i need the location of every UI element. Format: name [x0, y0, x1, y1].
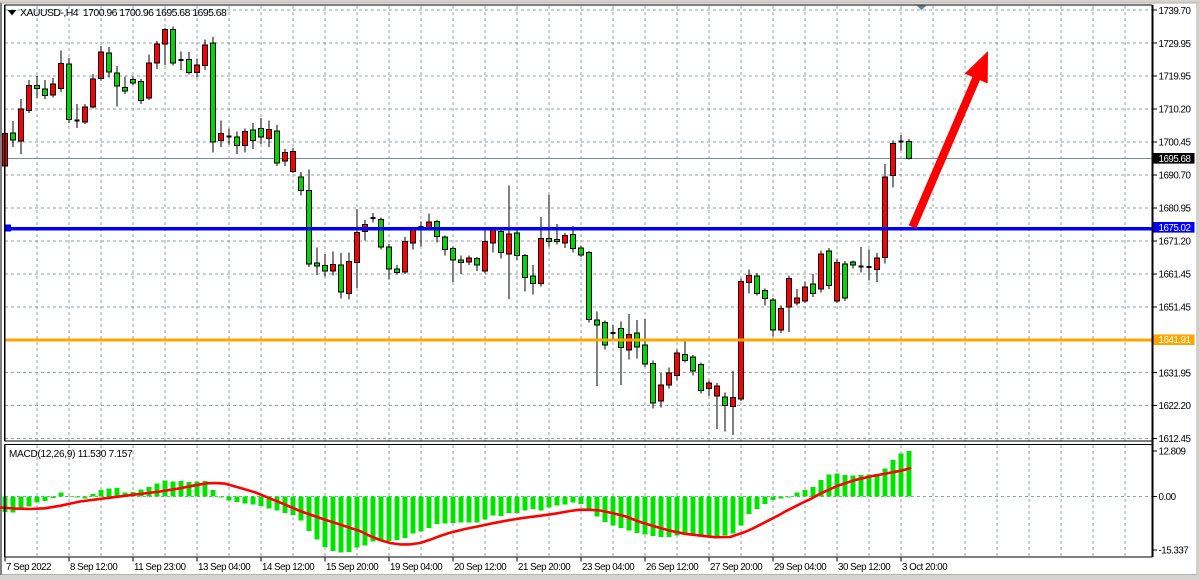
- svg-text:30 Sep 12:00: 30 Sep 12:00: [838, 562, 891, 573]
- svg-text:1622.20: 1622.20: [1159, 401, 1192, 412]
- svg-text:1710.20: 1710.20: [1159, 105, 1192, 116]
- svg-text:XAUUSD-,H4 1700.96 1700.96 16: XAUUSD-,H4 1700.96 1700.96 1695.68 1695.…: [20, 7, 227, 19]
- svg-text:1675.02: 1675.02: [1159, 223, 1191, 234]
- svg-text:21 Sep 20:00: 21 Sep 20:00: [518, 562, 571, 573]
- svg-text:13 Sep 04:00: 13 Sep 04:00: [198, 562, 251, 573]
- svg-text:26 Sep 12:00: 26 Sep 12:00: [646, 562, 699, 573]
- svg-text:1612.45: 1612.45: [1159, 434, 1192, 445]
- svg-text:14 Sep 12:00: 14 Sep 12:00: [262, 562, 315, 573]
- svg-text:1661.45: 1661.45: [1159, 269, 1192, 280]
- svg-text:1739.70: 1739.70: [1159, 6, 1192, 17]
- svg-text:12.809: 12.809: [1159, 447, 1186, 458]
- svg-text:1671.20: 1671.20: [1159, 237, 1192, 248]
- svg-text:1695.68: 1695.68: [1159, 154, 1192, 165]
- svg-text:27 Sep 20:00: 27 Sep 20:00: [710, 562, 763, 573]
- svg-text:20 Sep 12:00: 20 Sep 12:00: [454, 562, 507, 573]
- svg-text:8 Sep 12:00: 8 Sep 12:00: [70, 562, 118, 573]
- svg-text:1700.45: 1700.45: [1159, 138, 1192, 149]
- svg-text:1690.70: 1690.70: [1159, 171, 1192, 182]
- svg-text:0.00: 0.00: [1159, 492, 1177, 503]
- svg-text:15 Sep 20:00: 15 Sep 20:00: [326, 562, 379, 573]
- svg-text:1680.95: 1680.95: [1159, 204, 1192, 215]
- svg-text:1651.45: 1651.45: [1159, 302, 1192, 313]
- svg-text:7 Sep 2022: 7 Sep 2022: [6, 562, 51, 573]
- svg-text:1729.95: 1729.95: [1159, 39, 1192, 50]
- svg-text:11 Sep 23:00: 11 Sep 23:00: [134, 562, 187, 573]
- svg-text:29 Sep 04:00: 29 Sep 04:00: [774, 562, 827, 573]
- svg-text:23 Sep 04:00: 23 Sep 04:00: [582, 562, 635, 573]
- svg-text:-15.337: -15.337: [1159, 546, 1189, 557]
- svg-text:1631.95: 1631.95: [1159, 368, 1192, 379]
- svg-text:3 Oct 20:00: 3 Oct 20:00: [902, 562, 948, 573]
- svg-text:1719.95: 1719.95: [1159, 72, 1192, 83]
- svg-text:1641.91: 1641.91: [1159, 335, 1191, 346]
- svg-text:19 Sep 04:00: 19 Sep 04:00: [390, 562, 443, 573]
- svg-text:MACD(12,26,9) 11.530 7.157: MACD(12,26,9) 11.530 7.157: [9, 449, 133, 460]
